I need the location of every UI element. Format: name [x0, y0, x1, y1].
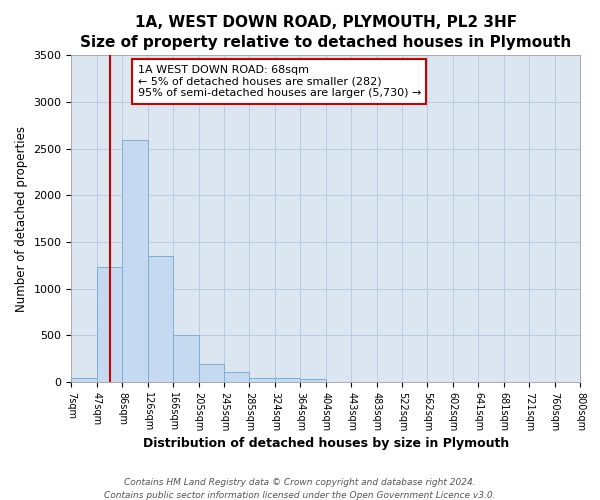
- Bar: [122, 140, 148, 382]
- Bar: [224, 372, 250, 382]
- Text: 1A WEST DOWN ROAD: 68sqm
← 5% of detached houses are smaller (282)
95% of semi-d: 1A WEST DOWN ROAD: 68sqm ← 5% of detache…: [137, 65, 421, 98]
- Bar: [173, 336, 199, 382]
- Title: 1A, WEST DOWN ROAD, PLYMOUTH, PL2 3HF
Size of property relative to detached hous: 1A, WEST DOWN ROAD, PLYMOUTH, PL2 3HF Si…: [80, 15, 571, 50]
- Bar: [71, 378, 97, 382]
- Bar: [199, 364, 224, 382]
- Bar: [300, 380, 326, 382]
- Bar: [97, 268, 122, 382]
- Bar: [275, 378, 300, 382]
- X-axis label: Distribution of detached houses by size in Plymouth: Distribution of detached houses by size …: [143, 437, 509, 450]
- Bar: [250, 378, 275, 382]
- Y-axis label: Number of detached properties: Number of detached properties: [15, 126, 28, 312]
- Text: Contains HM Land Registry data © Crown copyright and database right 2024.
Contai: Contains HM Land Registry data © Crown c…: [104, 478, 496, 500]
- Bar: [148, 256, 173, 382]
